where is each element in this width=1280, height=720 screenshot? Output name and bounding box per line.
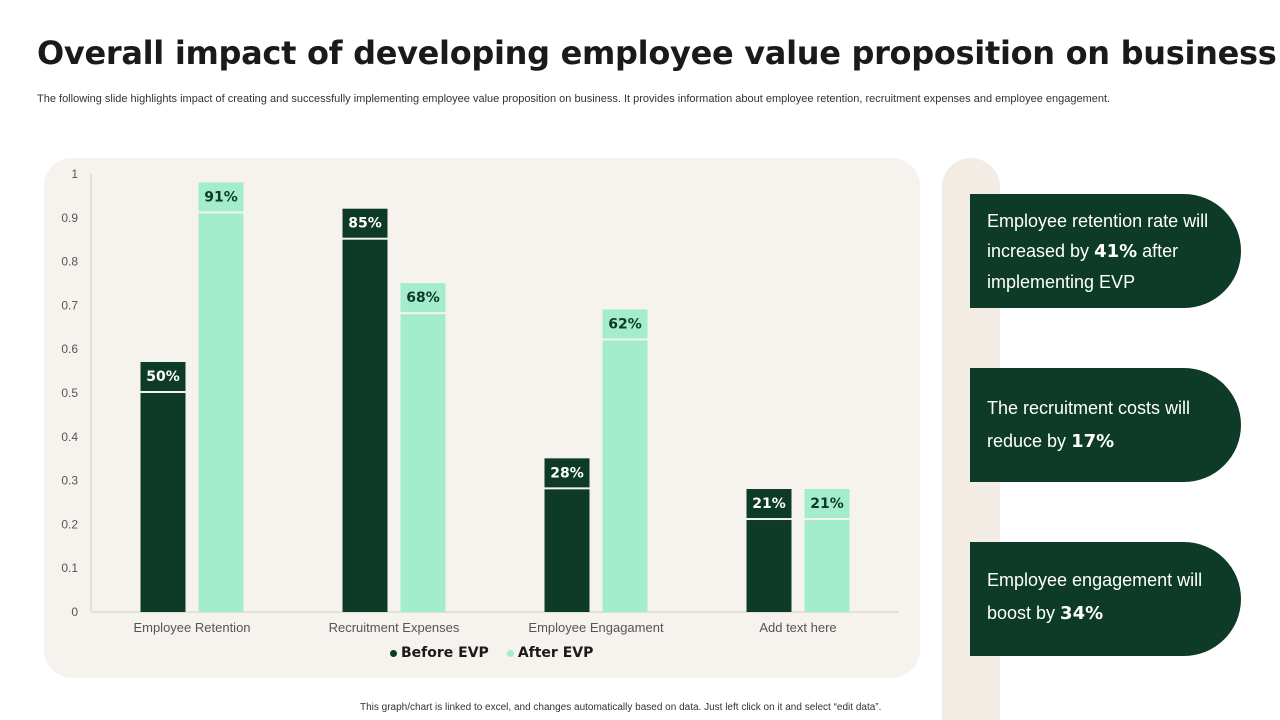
data-label-box [602,309,648,339]
data-label: 85% [348,216,382,232]
card-text: Employee retention rate will increased b… [987,211,1209,261]
bar-after-0[interactable] [198,213,244,613]
data-label: 91% [204,189,238,205]
y-tick-label: 0.8 [61,255,78,269]
page-subtitle: The following slide highlights impact of… [37,93,1111,105]
x-category-label: Employee Retention [133,620,250,635]
y-tick-label: 0.1 [61,561,78,575]
data-label-box [198,182,244,212]
data-label: 21% [752,496,786,512]
y-tick-label: 0.2 [61,517,78,531]
legend-label-before: Before EVP [401,645,489,661]
insight-card-recruitment: The recruitment costs will reduce by 17% [970,368,1241,482]
x-category-label: Recruitment Expenses [329,620,460,635]
insight-card-retention: Employee retention rate will increased b… [970,194,1241,308]
y-tick-label: 0.5 [61,386,78,400]
data-label-box [400,283,446,313]
y-tick-label: 0.6 [61,342,78,356]
card-highlight: 41% [1094,241,1138,262]
card-highlight: 17% [1071,431,1115,452]
x-category-label: Add text here [759,620,836,635]
legend-item-before[interactable]: Before EVP [390,645,489,661]
y-tick-label: 1 [71,167,78,181]
footnote: This graph/chart is linked to excel, and… [360,702,882,713]
card-text: Employee engagement will boost by [987,570,1203,623]
y-tick-label: 0.7 [61,298,78,312]
insight-card-engagement: Employee engagement will boost by 34% [970,542,1241,656]
y-tick-label: 0.3 [61,474,78,488]
bar-before-3[interactable] [746,520,792,612]
bar-chart[interactable]: 0 0.1 0.2 0.3 0.4 0.5 0.6 0.7 0.8 0.9 1 50% 91% Emplo… [44,158,920,678]
data-label: 62% [608,316,642,332]
page-title: Overall impact of developing employee va… [37,34,1277,72]
data-label-box [804,489,850,519]
legend-label-after: After EVP [517,645,594,661]
legend-item-after[interactable]: After EVP [506,645,594,661]
legend-swatch-before [390,649,397,657]
bar-before-0[interactable] [140,393,186,612]
bar-before-1[interactable] [342,239,388,612]
card-text: after implementing EVP [987,241,1179,292]
bar-after-2[interactable] [602,340,648,612]
bar-after-3[interactable] [804,520,850,612]
data-label: 28% [550,465,584,481]
card-highlight: 34% [1060,603,1104,624]
data-label: 21% [810,496,844,512]
y-tick-label: 0.4 [61,430,78,444]
y-tick-label: 0 [71,605,78,619]
data-label: 50% [146,369,180,385]
data-label-box [342,208,388,238]
y-tick-label: 0.9 [61,211,78,225]
bar-after-1[interactable] [400,314,446,612]
legend-swatch-after [506,649,514,657]
data-label-box [140,362,186,391]
data-label-box [544,458,590,488]
x-category-label: Employee Engagament [528,620,664,635]
bar-before-2[interactable] [544,489,590,612]
data-label-box [746,489,792,519]
card-text: The recruitment costs will reduce by [987,398,1191,451]
chart-legend: Before EVP After EVP [390,645,593,661]
data-label: 68% [406,290,440,306]
